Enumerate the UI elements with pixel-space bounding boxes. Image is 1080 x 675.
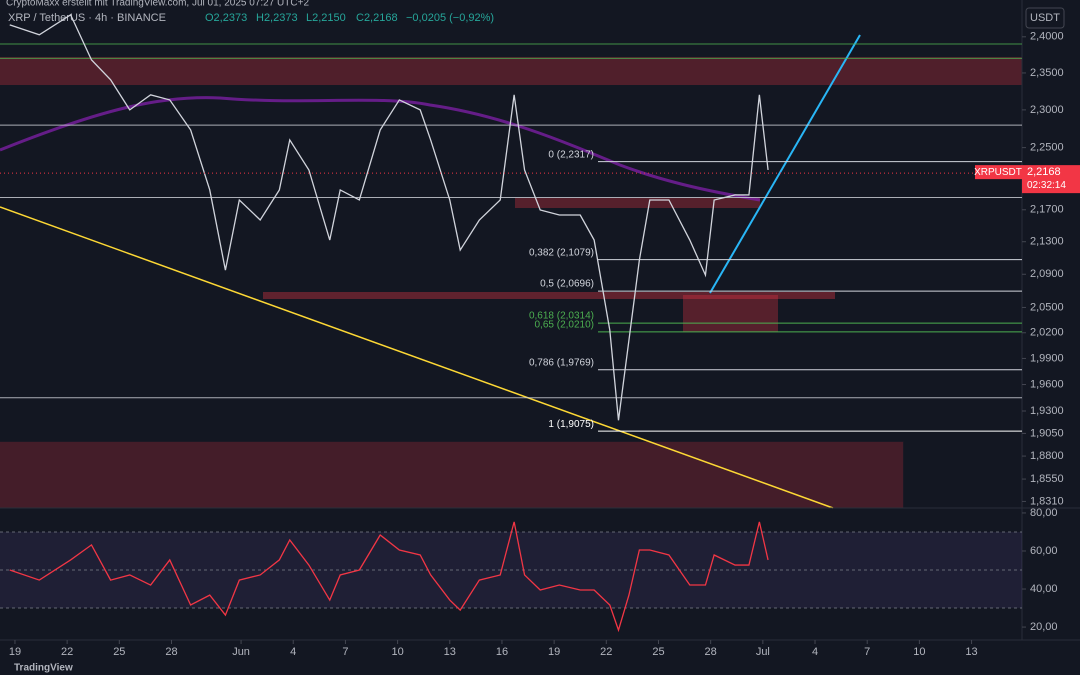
x-tick-label: 25: [652, 646, 664, 658]
x-tick-label: 10: [391, 646, 403, 658]
x-tick-label: 22: [600, 646, 612, 658]
symbol: XRP / TetherUS · 4h · BINANCE: [8, 12, 166, 24]
y-tick-label: 1,9050: [1030, 427, 1064, 439]
currency[interactable]: USDT: [1030, 12, 1060, 24]
y-tick-label: 2,3000: [1030, 104, 1064, 116]
y-tick-label: 1,9900: [1030, 352, 1064, 364]
y-tick-label: 60,00: [1030, 545, 1058, 557]
projection-line: [709, 34, 861, 294]
y-tick-label: 2,3500: [1030, 67, 1064, 79]
x-tick-label: Jul: [756, 646, 770, 658]
ohlc-change: −0,0205 (−0,92%): [406, 12, 494, 24]
x-tick-label: 16: [496, 646, 508, 658]
y-tick-label: 2,0200: [1030, 327, 1064, 339]
x-tick-label: 7: [864, 646, 870, 658]
trendline: [0, 206, 834, 509]
y-tick-label: 2,2500: [1030, 142, 1064, 154]
x-tick-label: 4: [290, 646, 296, 658]
price-line: [9, 521, 769, 633]
price-tag-name: XRPUSDT: [974, 167, 1022, 178]
y-tick-label: 1,9300: [1030, 405, 1064, 417]
y-tick-label: 1,8550: [1030, 473, 1064, 485]
moving-average: [0, 96, 761, 202]
ohlc-high: H2,2373: [256, 12, 298, 24]
fib-label: 0,618 (2,0314): [529, 311, 594, 322]
y-tick-label: 2,1300: [1030, 236, 1064, 248]
volume-zone: [0, 441, 904, 509]
watermark: CryptoMaxx erstellt mit TradingView.com,…: [6, 0, 309, 9]
x-tick-label: Jun: [232, 646, 250, 658]
resistance-zone: [0, 57, 1022, 85]
fib-label: 1 (1,9075): [548, 419, 594, 430]
zone: [683, 295, 778, 332]
price-tag-countdown: 02:32:14: [1027, 180, 1066, 191]
y-tick-label: 2,0500: [1030, 301, 1064, 313]
x-tick-label: 7: [342, 646, 348, 658]
x-tick-label: 13: [444, 646, 456, 658]
ohlc-low: L2,2150: [306, 12, 346, 24]
x-tick-label: 19: [9, 646, 21, 658]
price-tag-name-box: [975, 165, 1022, 180]
zone: [515, 198, 760, 208]
x-tick-label: 22: [61, 646, 73, 658]
fib-label: 0 (2,2317): [548, 149, 594, 160]
logo: TradingView: [14, 663, 73, 674]
currency-box[interactable]: [1025, 7, 1065, 29]
y-tick-label: 2,4000: [1030, 31, 1064, 43]
fib-label: 0,786 (1,9769): [529, 357, 594, 368]
x-tick-label: 28: [705, 646, 717, 658]
x-tick-label: 4: [812, 646, 818, 658]
y-tick-label: 40,00: [1030, 583, 1058, 595]
x-tick-label: 13: [965, 646, 977, 658]
zone: [263, 292, 835, 299]
y-tick-label: 2,0900: [1030, 268, 1064, 280]
ohlc-close: C2,2168: [356, 12, 398, 24]
x-tick-label: 28: [165, 646, 177, 658]
fib-label: 0,5 (2,0696): [540, 279, 594, 290]
y-tick-label: 1,8310: [1030, 495, 1064, 507]
y-tick-label: 1,8800: [1030, 450, 1064, 462]
price-tag-value: 2,2168: [1027, 166, 1061, 178]
y-tick-label: 2,1700: [1030, 204, 1064, 216]
x-tick-label: 25: [113, 646, 125, 658]
x-tick-label: 19: [548, 646, 560, 658]
y-tick-label: 1,9600: [1030, 378, 1064, 390]
fib-label: 0,65 (2,0210): [535, 320, 595, 331]
fib-label: 0,382 (2,1079): [529, 247, 594, 258]
ohlc-open: O2,2373: [205, 12, 247, 24]
y-tick-label: 20,00: [1030, 621, 1058, 633]
price-line: [9, 13, 769, 421]
y-tick-label: 80,00: [1030, 507, 1058, 519]
price-tag: [1022, 165, 1080, 194]
x-tick-label: 10: [913, 646, 925, 658]
